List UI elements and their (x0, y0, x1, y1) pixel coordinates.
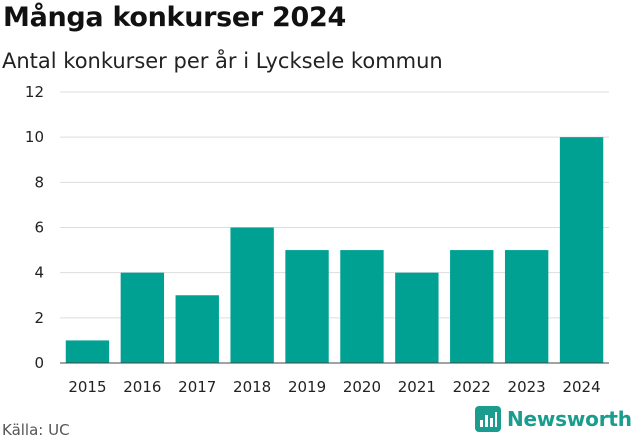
bar-2019 (285, 250, 329, 363)
bar-2021 (395, 272, 439, 363)
newsworthy-logo-icon (475, 406, 501, 432)
x-tick-label: 2016 (123, 378, 161, 396)
source-label: Källa: UC (2, 421, 70, 439)
x-tick-label: 2019 (288, 378, 326, 396)
bar-2016 (120, 272, 165, 363)
brand-name: Newsworthy (507, 407, 631, 431)
x-tick-label: 2021 (398, 378, 436, 396)
bar-2023 (504, 250, 549, 363)
bar-2017 (175, 295, 219, 363)
x-tick-label: 2020 (343, 378, 381, 396)
bar-2020 (340, 250, 384, 363)
y-tick-label: 0 (34, 354, 44, 372)
y-tick-label: 4 (34, 264, 44, 282)
x-tick-label: 2017 (178, 378, 216, 396)
y-tick-label: 6 (34, 219, 44, 237)
x-tick-label: 2024 (562, 378, 600, 396)
x-tick-label: 2023 (508, 378, 546, 396)
bar-2022 (450, 250, 494, 363)
x-tick-label: 2015 (68, 378, 106, 396)
bar-2015 (65, 340, 110, 363)
y-tick-label: 10 (25, 128, 44, 146)
y-tick-label: 8 (34, 173, 44, 191)
x-tick-label: 2022 (453, 378, 491, 396)
y-tick-label: 2 (34, 309, 44, 327)
chart-title: Många konkurser 2024 (3, 2, 346, 33)
y-tick-label: 12 (25, 83, 44, 101)
x-tick-label: 2018 (233, 378, 271, 396)
chart-subtitle: Antal konkurser per år i Lycksele kommun (2, 49, 443, 73)
bar-2018 (230, 227, 274, 363)
bar-2024 (559, 137, 604, 363)
newsworthy-brand: Newsworthy (475, 406, 631, 432)
